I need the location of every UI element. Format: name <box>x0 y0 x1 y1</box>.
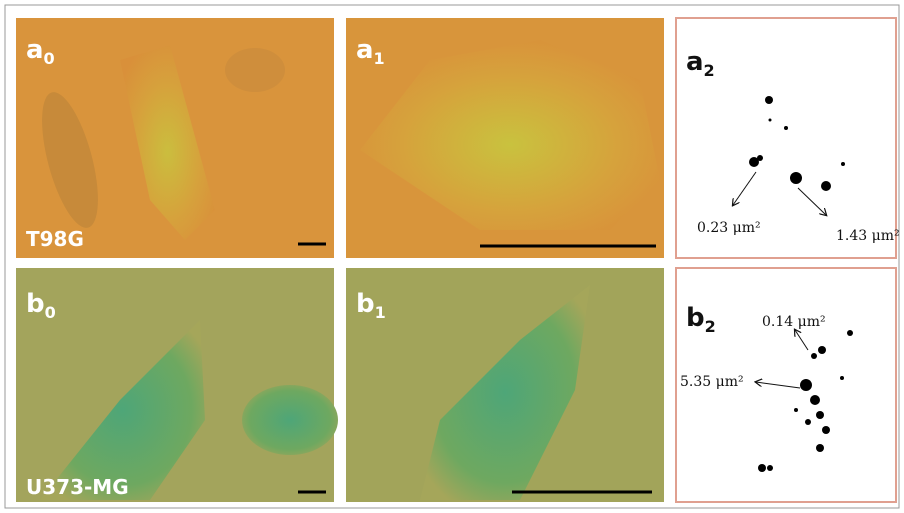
cell-line: U373-MG <box>26 475 129 499</box>
micrograph-b0 <box>16 268 338 502</box>
area-annotation: 0.14 μm² <box>762 314 826 330</box>
area-annotation: 5.35 μm² <box>680 374 744 390</box>
micrograph-b1 <box>346 268 664 502</box>
micrograph-a1 <box>346 18 664 258</box>
figure: a0 a1 a2 b0 b1 b2 T98G U373-MG 0.23 μm² … <box>0 0 904 513</box>
cell-line: T98G <box>26 227 84 251</box>
micrograph-a0 <box>16 18 334 258</box>
area-annotation: 0.23 μm² <box>697 220 761 236</box>
area-annotation: 1.43 μm² <box>836 228 900 244</box>
